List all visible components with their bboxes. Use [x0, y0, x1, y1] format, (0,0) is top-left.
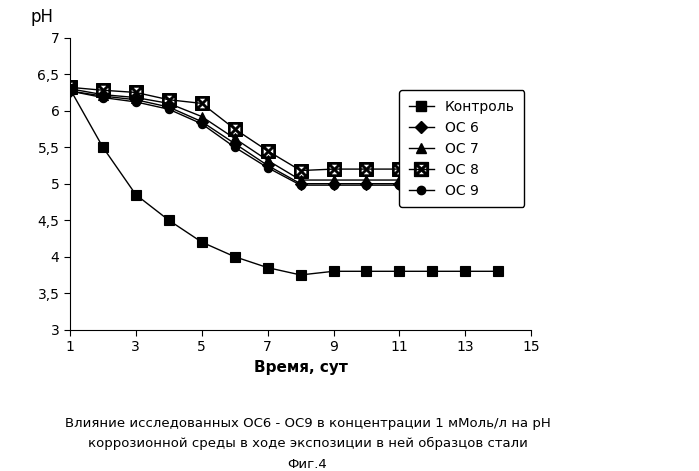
- ОС 9: [99, 95, 107, 100]
- ОС 6: [99, 93, 107, 99]
- ОС 8: [198, 101, 206, 106]
- Контроль: [164, 218, 173, 223]
- Text: Фиг.4: Фиг.4: [288, 458, 327, 471]
- ОС 9: [395, 182, 403, 188]
- ОС 6: [131, 97, 140, 103]
- ОС 8: [264, 148, 272, 154]
- ОС 7: [329, 177, 338, 183]
- ОС 9: [131, 99, 140, 105]
- ОС 8: [296, 168, 305, 173]
- ОС 8: [362, 166, 370, 172]
- Контроль: [296, 272, 305, 278]
- ОС 7: [494, 175, 503, 181]
- ОС 6: [164, 104, 173, 110]
- X-axis label: Время, сут: Время, сут: [254, 360, 347, 374]
- Контроль: [66, 86, 74, 92]
- ОС 9: [296, 182, 305, 188]
- ОС 9: [264, 165, 272, 171]
- ОС 9: [428, 182, 437, 188]
- ОС 6: [264, 162, 272, 168]
- Y-axis label: pH: pH: [31, 8, 54, 26]
- ОС 7: [99, 92, 107, 97]
- Line: ОС 8: ОС 8: [63, 81, 505, 178]
- ОС 6: [395, 181, 403, 187]
- ОС 7: [198, 114, 206, 119]
- ОС 9: [494, 182, 503, 188]
- ОС 7: [131, 95, 140, 100]
- Контроль: [131, 192, 140, 197]
- ОС 6: [198, 119, 206, 124]
- Контроль: [362, 268, 370, 274]
- ОС 8: [66, 84, 74, 90]
- ОС 8: [395, 166, 403, 172]
- ОС 8: [131, 89, 140, 95]
- Line: Контроль: Контроль: [65, 84, 503, 280]
- ОС 9: [231, 145, 239, 150]
- ОС 7: [231, 136, 239, 141]
- Text: Влияние исследованных ОС6 - ОС9 в концентрации 1 мМоль/л на pH: Влияние исследованных ОС6 - ОС9 в концен…: [65, 417, 550, 430]
- ОС 8: [494, 165, 503, 171]
- ОС 9: [66, 88, 74, 94]
- ОС 7: [264, 157, 272, 163]
- ОС 6: [362, 181, 370, 187]
- ОС 7: [296, 177, 305, 183]
- ОС 9: [164, 106, 173, 112]
- ОС 8: [164, 97, 173, 103]
- ОС 7: [164, 101, 173, 106]
- ОС 8: [461, 165, 470, 171]
- Контроль: [99, 145, 107, 150]
- ОС 8: [231, 126, 239, 132]
- ОС 7: [428, 175, 437, 181]
- Контроль: [395, 268, 403, 274]
- Контроль: [329, 268, 338, 274]
- Контроль: [494, 268, 503, 274]
- Контроль: [231, 254, 239, 260]
- Контроль: [198, 239, 206, 245]
- Контроль: [264, 265, 272, 270]
- ОС 6: [296, 181, 305, 187]
- ОС 9: [198, 121, 206, 127]
- Legend: Контроль, ОС 6, ОС 7, ОС 8, ОС 9: Контроль, ОС 6, ОС 7, ОС 8, ОС 9: [399, 90, 524, 207]
- ОС 8: [99, 88, 107, 93]
- ОС 9: [461, 182, 470, 188]
- Text: коррозионной среды в ходе экспозиции в ней образцов стали: коррозионной среды в ходе экспозиции в н…: [87, 437, 528, 450]
- Line: ОС 7: ОС 7: [65, 84, 503, 185]
- Контроль: [428, 268, 437, 274]
- ОС 7: [362, 177, 370, 183]
- ОС 6: [461, 181, 470, 187]
- ОС 6: [231, 141, 239, 146]
- ОС 7: [461, 175, 470, 181]
- ОС 9: [362, 182, 370, 188]
- Контроль: [461, 268, 470, 274]
- ОС 7: [395, 177, 403, 183]
- ОС 6: [428, 181, 437, 187]
- ОС 6: [494, 181, 503, 187]
- Line: ОС 6: ОС 6: [66, 87, 503, 188]
- Line: ОС 9: ОС 9: [66, 87, 503, 189]
- ОС 7: [66, 86, 74, 92]
- ОС 6: [329, 181, 338, 187]
- ОС 8: [428, 165, 437, 171]
- ОС 8: [329, 166, 338, 172]
- ОС 6: [66, 88, 74, 94]
- ОС 9: [329, 182, 338, 188]
